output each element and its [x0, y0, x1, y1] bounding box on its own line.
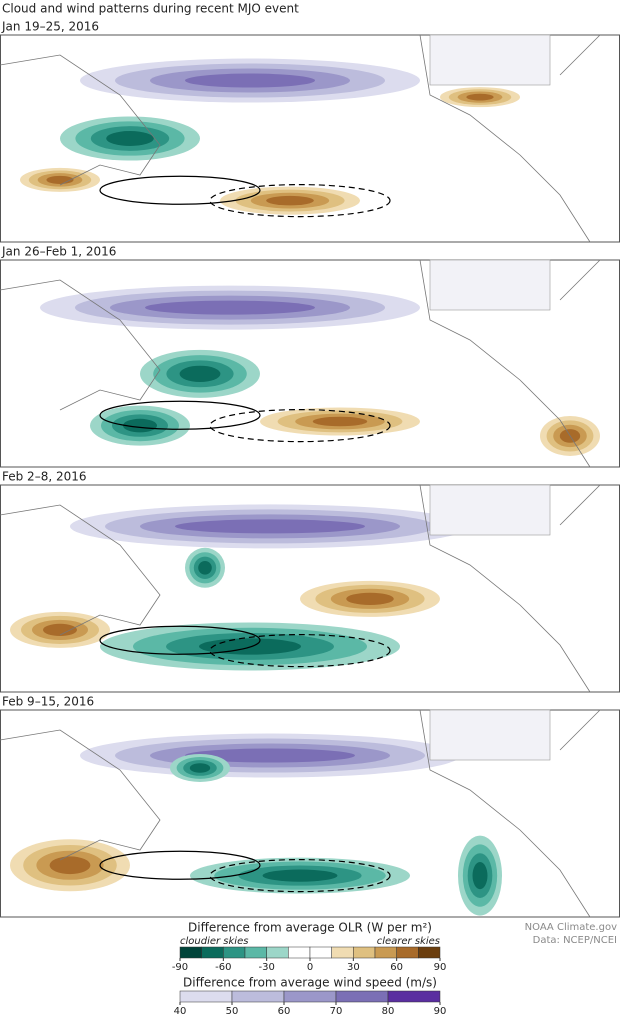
olr-anomaly [472, 862, 488, 890]
olr-legend-title: Difference from average OLR (W per m²) [188, 921, 432, 935]
colorbar-bin [283, 990, 337, 1003]
colorbar-tick-label: -60 [215, 962, 231, 973]
colorbar-bin [418, 946, 441, 959]
colorbar-tick-label: 40 [174, 1006, 187, 1017]
olr-right-note: clearer skies [377, 936, 440, 947]
colorbar-bin [331, 946, 354, 959]
panel-label: Jan 26–Feb 1, 2016 [1, 245, 116, 259]
olr-anomaly [266, 195, 314, 206]
wind-anomaly [175, 519, 365, 534]
colorbar-tick-label: -30 [258, 962, 274, 973]
olr-anomaly [123, 418, 157, 433]
olr-anomaly [346, 592, 394, 605]
panel-label: Feb 2–8, 2016 [2, 470, 87, 484]
olr-anomaly [49, 856, 91, 875]
colorbar-tick-label: 60 [390, 962, 403, 973]
wind-contour [99, 850, 261, 880]
colorbar-tick-label: 70 [330, 1006, 343, 1017]
colorbar-bin [387, 990, 441, 1003]
wind-contour [209, 633, 391, 668]
colorbar-tick-label: -90 [172, 962, 188, 973]
us-grid [429, 484, 551, 536]
colorbar-bin [266, 946, 289, 959]
colorbar-tick-label: 50 [226, 1006, 239, 1017]
us-grid [429, 259, 551, 311]
continent-outline [0, 729, 161, 861]
panel-label: Jan 19–25, 2016 [1, 20, 99, 34]
wind-legend-title: Difference from average wind speed (m/s) [183, 976, 437, 990]
wind-contour [99, 625, 261, 655]
figure-title: Cloud and wind patterns during recent MJ… [2, 2, 299, 16]
continent-outline [419, 259, 601, 468]
wind-contour [209, 409, 391, 443]
continent-outline [419, 484, 601, 693]
olr-anomaly [199, 638, 301, 655]
colorbar-bin [335, 990, 389, 1003]
olr-anomaly [189, 763, 211, 773]
colorbar-bin [244, 946, 267, 959]
credit: Data: NCEP/NCEI [533, 935, 617, 946]
wind-contour [99, 175, 261, 205]
continent-outline [0, 279, 161, 411]
colorbar-bin [288, 946, 311, 959]
colorbar-tick-label: 90 [434, 1006, 447, 1017]
olr-left-note: cloudier skies [180, 936, 248, 947]
colorbar-bin [353, 946, 376, 959]
continent-outline [0, 504, 161, 636]
panel-label: Feb 9–15, 2016 [2, 695, 94, 709]
wind-contour [209, 184, 391, 218]
colorbar-tick-label: 0 [307, 962, 313, 973]
colorbar-bin [201, 946, 224, 959]
continent-outline [419, 34, 601, 243]
olr-anomaly [179, 365, 221, 383]
wind-anomaly [185, 748, 355, 763]
olr-anomaly [312, 416, 368, 427]
continent-outline [0, 54, 161, 186]
colorbar-bin [223, 946, 246, 959]
olr-anomaly [198, 561, 212, 575]
olr-anomaly [262, 869, 338, 882]
map-panel: Feb 9–15, 2016 [0, 695, 620, 918]
colorbar-tick-label: 90 [434, 962, 447, 973]
colorbar-bin [179, 946, 202, 959]
wind-anomaly [185, 73, 315, 88]
colorbar-bin [374, 946, 397, 959]
wind-anomaly [145, 300, 315, 315]
us-grid [429, 709, 551, 761]
map-panel: Jan 26–Feb 1, 2016 [0, 245, 620, 468]
continent-outline [419, 709, 601, 918]
olr-anomaly [106, 131, 154, 146]
wind-contour [209, 858, 391, 893]
colorbar-tick-label: 30 [347, 962, 360, 973]
colorbar-bin [179, 990, 233, 1003]
map-panel: Jan 19–25, 2016 [0, 20, 620, 243]
colorbar-bin [309, 946, 332, 959]
us-grid [429, 34, 551, 86]
map-panel: Feb 2–8, 2016 [0, 470, 620, 693]
colorbar-bin [231, 990, 285, 1003]
olr-anomaly [466, 93, 494, 101]
colorbar-tick-label: 60 [278, 1006, 291, 1017]
wind-contour [99, 400, 261, 430]
credit: NOAA Climate.gov [525, 922, 617, 933]
colorbar-tick-label: 80 [382, 1006, 395, 1017]
colorbar-bin [396, 946, 419, 959]
olr-anomaly [43, 623, 77, 637]
